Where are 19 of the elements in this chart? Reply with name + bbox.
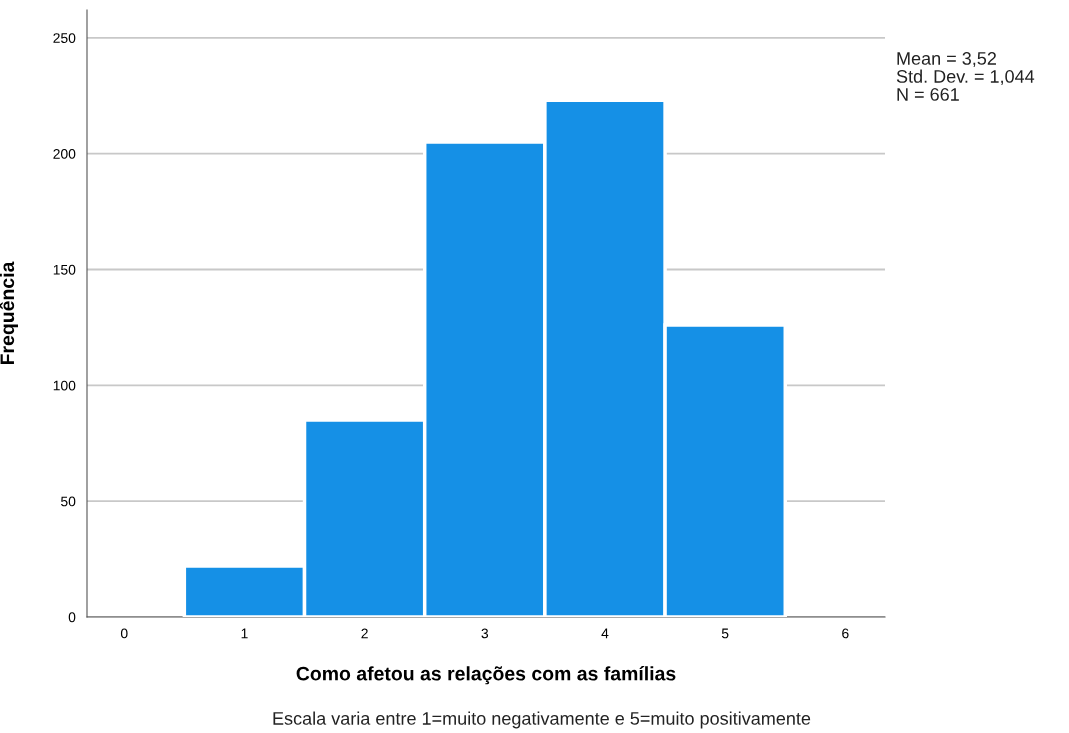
- x-tick-label: 6: [842, 628, 849, 639]
- x-tick-label: 4: [601, 628, 609, 639]
- x-axis-title: Como afetou as relações com as famílias: [296, 666, 676, 685]
- x-tick-label: 2: [361, 628, 368, 639]
- x-tick-label: 3: [481, 628, 489, 639]
- x-tick-label: 0: [120, 628, 128, 639]
- x-tick-label: 5: [721, 628, 729, 639]
- y-tick-label: 150: [53, 264, 76, 275]
- y-tick-label: 200: [53, 148, 76, 159]
- y-tick-label: 100: [53, 380, 76, 391]
- x-tick-label: 1: [241, 628, 248, 639]
- y-tick-label: 0: [68, 612, 76, 623]
- text: Mean = 3,52: [897, 52, 996, 67]
- text: Std. Dev. = 1,044: [896, 69, 1035, 85]
- text: Escala varia entre 1=muito negativamente e 5=muito positivamente: [273, 711, 811, 729]
- y-axis-title: Frequência: [0, 261, 18, 365]
- y-tick-label: 50: [61, 496, 76, 507]
- y-tick-label: 250: [53, 33, 76, 43]
- text: N = 661: [897, 88, 959, 101]
